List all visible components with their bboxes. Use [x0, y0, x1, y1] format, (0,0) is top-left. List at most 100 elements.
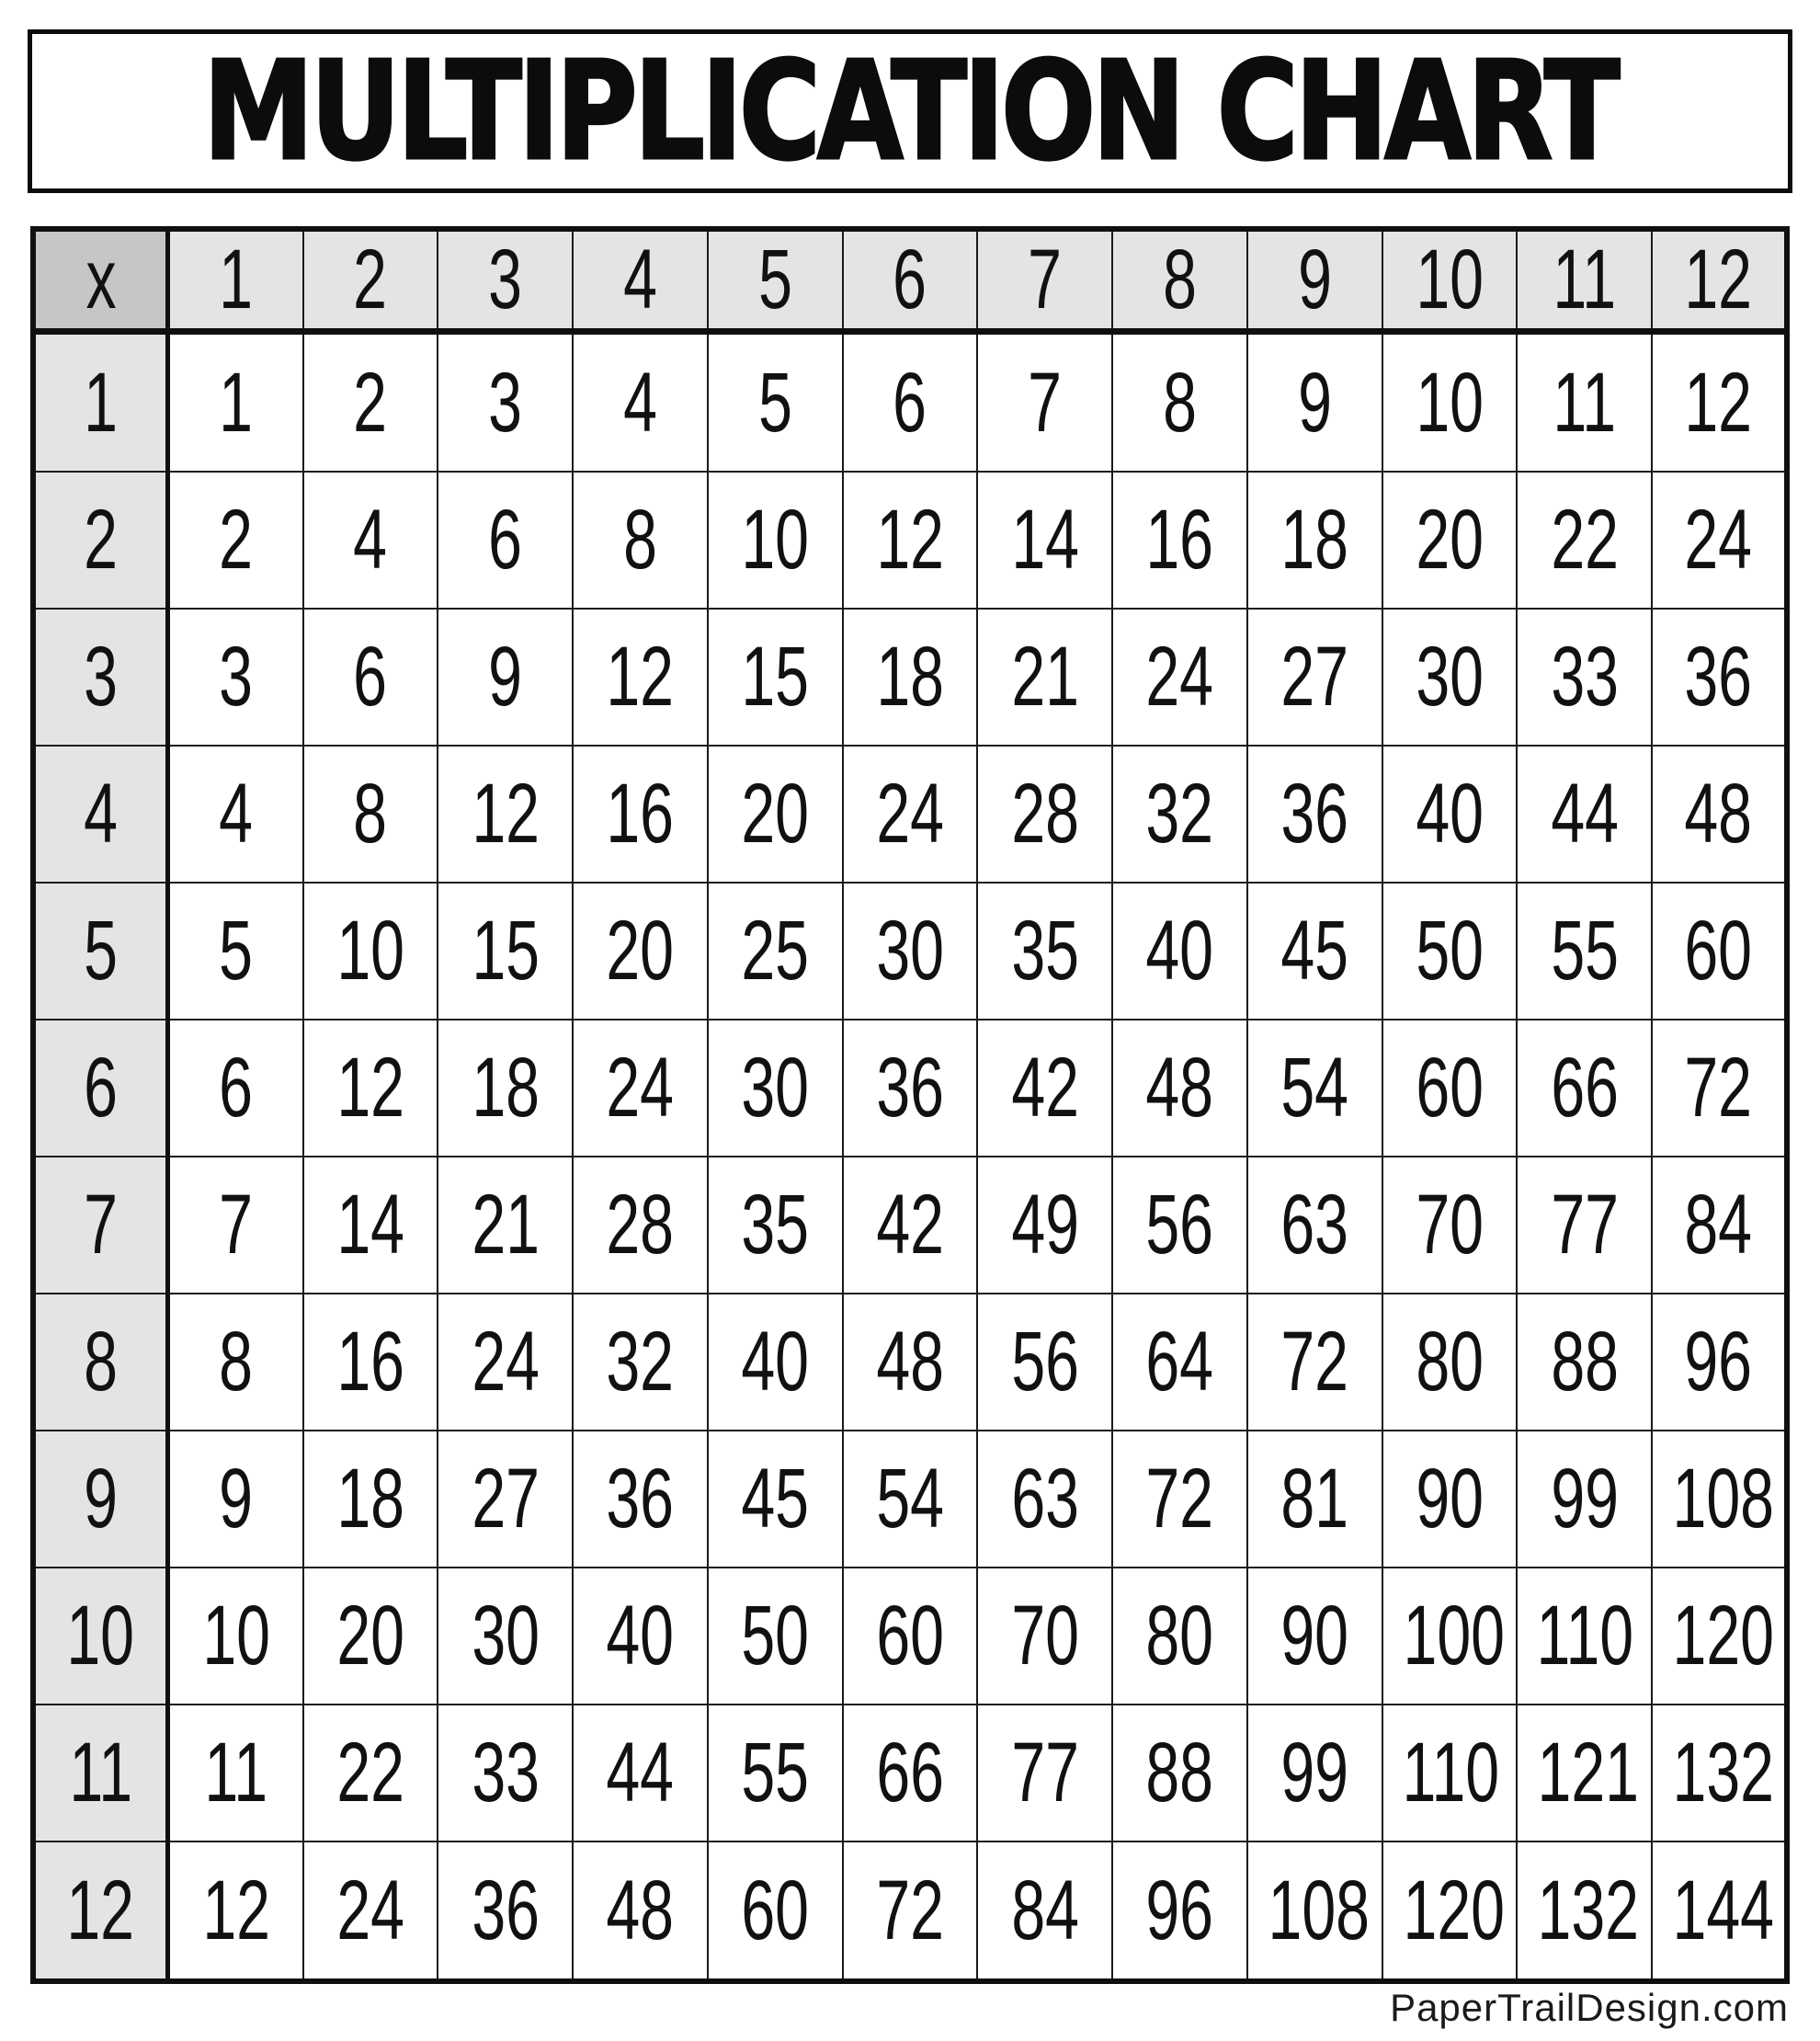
product-cell-10x9-label: 90	[1280, 1589, 1349, 1683]
product-cell-12x6-label: 72	[876, 1863, 944, 1957]
product-cell-1x3-label: 3	[488, 355, 523, 450]
product-cell-2x11-label: 22	[1550, 493, 1619, 587]
product-cell-6x12-label: 72	[1684, 1041, 1753, 1135]
product-cell-7x12-label: 84	[1684, 1178, 1753, 1272]
product-cell-6x1-label: 6	[219, 1041, 254, 1135]
product-cell-10x12: 120	[1651, 1567, 1788, 1706]
product-cell-9x10-label: 90	[1416, 1452, 1484, 1546]
product-cell-8x3: 24	[437, 1293, 574, 1432]
row-header-8: 8	[32, 1293, 171, 1432]
row-header-8-label: 8	[84, 1315, 119, 1409]
product-cell-9x8: 72	[1111, 1430, 1248, 1569]
product-cell-2x2-label: 4	[353, 493, 388, 587]
product-cell-9x1: 9	[166, 1430, 304, 1569]
product-cell-7x5: 35	[706, 1156, 844, 1295]
product-cell-2x9: 18	[1246, 470, 1383, 610]
product-cell-5x10: 50	[1381, 882, 1519, 1021]
row-header-11-label: 11	[69, 1726, 133, 1820]
product-cell-6x5: 30	[706, 1019, 844, 1158]
table-row-3: 3 3 6 9 12 15 18 21 24 27 30 33 36	[32, 608, 1788, 747]
product-cell-5x12-label: 60	[1684, 904, 1753, 998]
product-cell-8x4: 32	[572, 1293, 709, 1432]
product-cell-5x8: 40	[1111, 882, 1248, 1021]
product-cell-6x9: 54	[1246, 1019, 1383, 1158]
product-cell-8x10-label: 80	[1416, 1315, 1484, 1409]
product-cell-4x5: 20	[706, 745, 844, 884]
product-cell-5x11: 55	[1516, 882, 1654, 1021]
product-cell-2x5: 10	[706, 470, 844, 610]
col-header-4: 4	[572, 228, 709, 335]
product-cell-8x8-label: 64	[1145, 1315, 1214, 1409]
row-header-6-label: 6	[84, 1041, 119, 1135]
product-cell-11x1-label: 11	[204, 1726, 268, 1820]
product-cell-8x12: 96	[1651, 1293, 1788, 1432]
product-cell-3x1-label: 3	[219, 630, 254, 724]
row-header-1-label: 1	[84, 355, 119, 450]
product-cell-12x3: 36	[437, 1841, 574, 1982]
product-cell-11x4: 44	[572, 1704, 709, 1843]
table-row-6: 6 6 12 18 24 30 36 42 48 54 60 66 72	[32, 1019, 1788, 1158]
product-cell-3x9-label: 27	[1280, 630, 1349, 724]
product-cell-1x5: 5	[706, 330, 844, 473]
product-cell-5x9: 45	[1246, 882, 1383, 1021]
product-cell-4x10-label: 40	[1416, 767, 1484, 861]
product-cell-10x9: 90	[1246, 1567, 1383, 1706]
product-cell-9x12: 108	[1651, 1430, 1788, 1569]
product-cell-2x4-label: 8	[623, 493, 657, 587]
product-cell-3x9: 27	[1246, 608, 1383, 747]
product-cell-3x11: 33	[1516, 608, 1654, 747]
product-cell-10x1: 10	[166, 1567, 304, 1706]
col-header-8-label: 8	[1163, 233, 1197, 326]
row-header-9: 9	[32, 1430, 171, 1569]
corner-cell: x	[32, 228, 171, 335]
product-cell-10x7-label: 70	[1010, 1589, 1079, 1683]
product-cell-7x6-label: 42	[876, 1178, 944, 1272]
product-cell-9x11-label: 99	[1550, 1452, 1619, 1546]
product-cell-1x7-label: 7	[1028, 355, 1063, 450]
product-cell-3x2-label: 6	[353, 630, 388, 724]
product-cell-6x11: 66	[1516, 1019, 1654, 1158]
col-header-10: 10	[1381, 228, 1519, 335]
product-cell-1x2: 2	[301, 330, 439, 473]
product-cell-6x6-label: 36	[876, 1041, 944, 1135]
product-cell-9x7: 63	[976, 1430, 1114, 1569]
product-cell-6x6: 36	[841, 1019, 979, 1158]
product-cell-9x5: 45	[706, 1430, 844, 1569]
product-cell-6x11-label: 66	[1550, 1041, 1619, 1135]
product-cell-5x7: 35	[976, 882, 1114, 1021]
product-cell-7x4: 28	[572, 1156, 709, 1295]
col-header-1: 1	[166, 228, 304, 335]
row-header-12: 12	[32, 1841, 171, 1982]
table-row-1: 1 1 2 3 4 5 6 7 8 9 10 11 12	[32, 330, 1788, 473]
col-header-6: 6	[841, 228, 979, 335]
product-cell-4x3: 12	[437, 745, 574, 884]
product-cell-12x7: 84	[976, 1841, 1114, 1982]
product-cell-11x8-label: 88	[1145, 1726, 1214, 1820]
row-header-6: 6	[32, 1019, 171, 1158]
product-cell-7x7-label: 49	[1010, 1178, 1079, 1272]
product-cell-12x9-label: 108	[1268, 1863, 1370, 1957]
col-header-9-label: 9	[1297, 233, 1332, 326]
table-row-7: 7 7 14 21 28 35 42 49 56 63 70 77 84	[32, 1156, 1788, 1295]
col-header-3: 3	[437, 228, 574, 335]
product-cell-3x4-label: 12	[606, 630, 675, 724]
product-cell-8x1-label: 8	[219, 1315, 254, 1409]
product-cell-10x10: 100	[1381, 1567, 1519, 1706]
product-cell-12x7-label: 84	[1010, 1863, 1079, 1957]
product-cell-6x1: 6	[166, 1019, 304, 1158]
table-row-8: 8 8 16 24 32 40 48 56 64 72 80 88 96	[32, 1293, 1788, 1432]
product-cell-12x5: 60	[706, 1841, 844, 1982]
table-row-9: 9 9 18 27 36 45 54 63 72 81 90 99 108	[32, 1430, 1788, 1569]
product-cell-6x5-label: 30	[741, 1041, 810, 1135]
product-cell-4x9-label: 36	[1280, 767, 1349, 861]
row-header-4-label: 4	[84, 767, 119, 861]
product-cell-5x4: 20	[572, 882, 709, 1021]
product-cell-10x11-label: 110	[1536, 1589, 1634, 1683]
product-cell-12x12-label: 144	[1672, 1863, 1775, 1957]
product-cell-7x8: 56	[1111, 1156, 1248, 1295]
product-cell-4x4: 16	[572, 745, 709, 884]
product-cell-3x5-label: 15	[741, 630, 810, 724]
product-cell-2x2: 4	[301, 470, 439, 610]
product-cell-11x8: 88	[1111, 1704, 1248, 1843]
product-cell-11x11: 121	[1516, 1704, 1654, 1843]
